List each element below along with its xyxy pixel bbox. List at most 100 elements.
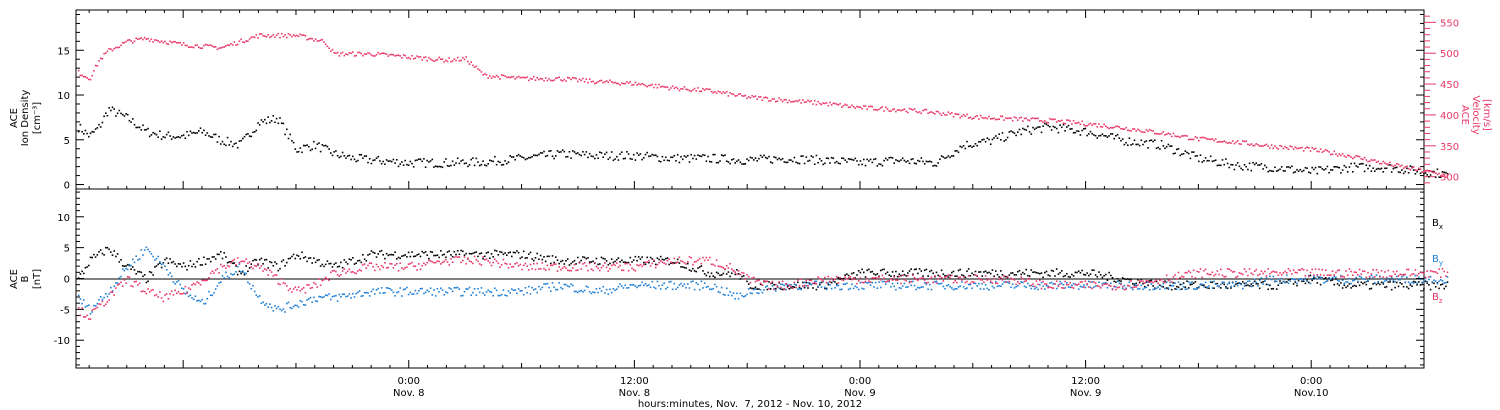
data-point-ion-density: [1392, 167, 1395, 170]
data-point-by: [1352, 279, 1354, 282]
data-point-velocity: [930, 111, 933, 113]
data-point-bx: [951, 271, 953, 274]
data-point-by: [1233, 284, 1236, 287]
data-point-ion-density: [829, 162, 831, 164]
data-point-bx: [167, 262, 170, 264]
data-point-velocity: [976, 115, 978, 117]
data-point-by: [468, 286, 471, 289]
data-point-bx: [1047, 274, 1049, 276]
data-point-ion-density: [470, 158, 472, 161]
data-point-ion-density: [1201, 161, 1203, 163]
data-point-bz: [961, 279, 963, 281]
data-point-bz: [627, 269, 630, 272]
data-point-bz: [775, 283, 777, 286]
data-point-by: [1167, 287, 1170, 289]
data-point-bx: [445, 256, 447, 259]
data-point-bz: [524, 262, 527, 265]
data-point-ion-density: [1374, 170, 1376, 172]
data-point-by: [624, 284, 626, 287]
data-point-velocity: [1138, 129, 1141, 132]
data-point-bz: [487, 260, 489, 262]
data-point-by: [1387, 277, 1390, 280]
data-point-by: [703, 282, 706, 284]
data-point-bx: [440, 250, 442, 252]
data-point-velocity: [539, 77, 542, 80]
data-point-ion-density: [967, 145, 970, 148]
data-point-bx: [1132, 283, 1134, 285]
data-point-velocity: [301, 34, 303, 37]
data-point-velocity: [274, 36, 276, 39]
data-point-ion-density: [262, 121, 264, 123]
data-point-ion-density: [614, 158, 616, 160]
data-point-bz: [489, 261, 491, 264]
data-point-velocity: [864, 105, 867, 107]
data-point-bz: [1020, 276, 1022, 278]
data-point-bz: [522, 264, 525, 267]
data-point-ion-density: [399, 163, 401, 165]
b-label-line-3: [nT]: [32, 269, 43, 289]
data-point-velocity: [289, 34, 291, 36]
data-point-ion-density: [472, 157, 474, 159]
data-point-bz: [781, 280, 784, 283]
data-point-by: [761, 291, 764, 294]
data-point-ion-density: [703, 154, 706, 157]
data-point-velocity: [297, 35, 300, 38]
data-point-velocity: [577, 80, 579, 83]
data-point-velocity: [1368, 160, 1371, 163]
data-point-bx: [147, 280, 149, 283]
data-point-velocity: [881, 106, 884, 108]
data-point-velocity: [599, 80, 601, 82]
data-point-bz: [1081, 281, 1083, 283]
data-point-by: [478, 291, 481, 294]
data-point-bz: [824, 276, 826, 279]
data-point-bz: [556, 270, 559, 272]
data-point-ion-density: [1169, 145, 1171, 147]
data-point-by: [1203, 285, 1205, 288]
data-point-by: [135, 255, 137, 257]
data-point-ion-density: [1367, 167, 1369, 170]
data-point-velocity: [228, 44, 231, 47]
data-point-bz: [1105, 283, 1107, 285]
data-point-velocity: [744, 94, 747, 97]
data-point-bz: [974, 274, 977, 276]
data-point-ion-density: [602, 156, 604, 158]
data-point-bx: [993, 275, 995, 277]
data-point-by: [1035, 286, 1038, 289]
data-point-ion-density: [1083, 128, 1085, 130]
data-point-ion-density: [1204, 157, 1207, 159]
data-point-velocity: [1174, 135, 1176, 137]
data-point-ion-density: [1247, 168, 1249, 171]
data-point-ion-density: [1440, 176, 1442, 178]
data-point-bx: [1409, 284, 1412, 286]
data-point-ion-density: [326, 145, 329, 148]
data-point-ion-density: [1443, 171, 1445, 174]
data-point-bz: [1101, 284, 1104, 287]
data-point-ion-density: [279, 117, 281, 119]
data-point-velocity: [179, 41, 181, 44]
data-point-ion-density: [252, 131, 254, 134]
data-point-by: [1247, 280, 1249, 283]
velocity-label-line-1: ACE: [1459, 105, 1470, 125]
data-point-by: [512, 289, 515, 292]
data-point-by: [954, 288, 956, 290]
data-point-bx: [1184, 286, 1187, 288]
data-point-velocity: [859, 106, 862, 109]
data-point-by: [1441, 280, 1444, 282]
data-point-by: [145, 246, 148, 249]
data-point-ion-density: [1255, 162, 1258, 164]
data-point-bx: [1148, 280, 1151, 282]
data-point-velocity: [534, 79, 537, 81]
data-point-ion-density: [309, 149, 312, 152]
data-point-ion-density: [456, 157, 459, 160]
data-point-velocity: [316, 40, 319, 42]
data-point-by: [160, 263, 163, 266]
data-point-bz: [177, 290, 180, 293]
data-point-by: [800, 288, 802, 291]
data-point-ion-density: [1275, 170, 1278, 172]
data-point-ion-density: [145, 128, 148, 131]
data-point-velocity: [302, 34, 305, 36]
data-point-ion-density: [328, 148, 330, 150]
data-point-bz: [1294, 271, 1297, 274]
data-point-by: [1296, 282, 1298, 285]
data-point-velocity: [1157, 133, 1159, 135]
